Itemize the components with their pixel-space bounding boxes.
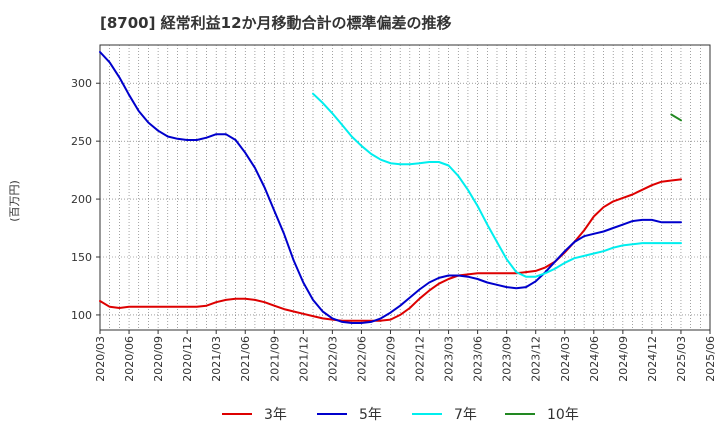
legend-label: 10年 <box>547 407 579 423</box>
x-tick-label: 2021/06 <box>239 336 252 382</box>
x-tick-label: 2021/03 <box>210 336 223 382</box>
series-line-7年 <box>312 92 682 278</box>
x-axis-ticks: 2020/03 2020/06 2020/09 2020/12 2021/03 2021/… <box>94 330 717 382</box>
x-tick-label: 2023/12 <box>530 336 543 382</box>
x-tick-label: 2021/12 <box>297 336 310 382</box>
x-tick-label: 2023/06 <box>472 336 485 382</box>
x-tick-label: 2022/03 <box>326 336 339 382</box>
x-tick-label: 2020/09 <box>152 336 165 382</box>
x-tick-label: 2021/09 <box>268 336 281 382</box>
legend: 3年 5年 7年 10年 <box>222 407 579 423</box>
y-tick-label: 250 <box>71 135 92 148</box>
x-tick-label: 2023/03 <box>443 336 456 382</box>
plot-area <box>99 44 711 331</box>
y-tick-label: 300 <box>71 77 92 90</box>
y-tick-label: 150 <box>71 251 92 264</box>
legend-label: 3年 <box>264 407 287 423</box>
x-tick-label: 2020/12 <box>181 336 194 382</box>
plot-frame <box>99 44 711 331</box>
x-tick-label: 2022/12 <box>414 336 427 382</box>
x-tick-label: 2022/06 <box>355 336 368 382</box>
x-tick-label: 2025/06 <box>704 336 717 382</box>
x-tick-label: 2023/09 <box>501 336 514 382</box>
series-line-3年 <box>99 178 682 322</box>
legend-label: 7年 <box>454 407 477 423</box>
x-tick-label: 2020/06 <box>123 336 136 382</box>
series-lines <box>99 51 682 324</box>
legend-label: 5年 <box>359 407 382 423</box>
series-line-10年 <box>670 113 682 122</box>
x-tick-label: 2022/09 <box>384 336 397 382</box>
x-tick-label: 2024/12 <box>646 336 659 382</box>
y-tick-label: 100 <box>71 309 92 322</box>
x-tick-label: 2025/03 <box>675 336 688 382</box>
x-tick-label: 2024/09 <box>617 336 630 382</box>
x-tick-label: 2020/03 <box>94 336 107 382</box>
y-tick-label: 200 <box>71 193 92 206</box>
y-axis-label: (百万円) <box>8 180 21 222</box>
chart-title: [8700] 経常利益12か月移動合計の標準偏差の推移 <box>100 14 452 32</box>
y-axis-ticks: 100 150 200 250 300 <box>71 77 100 322</box>
series-line-5年 <box>99 51 682 324</box>
x-tick-label: 2024/06 <box>588 336 601 382</box>
x-tick-label: 2024/03 <box>559 336 572 382</box>
